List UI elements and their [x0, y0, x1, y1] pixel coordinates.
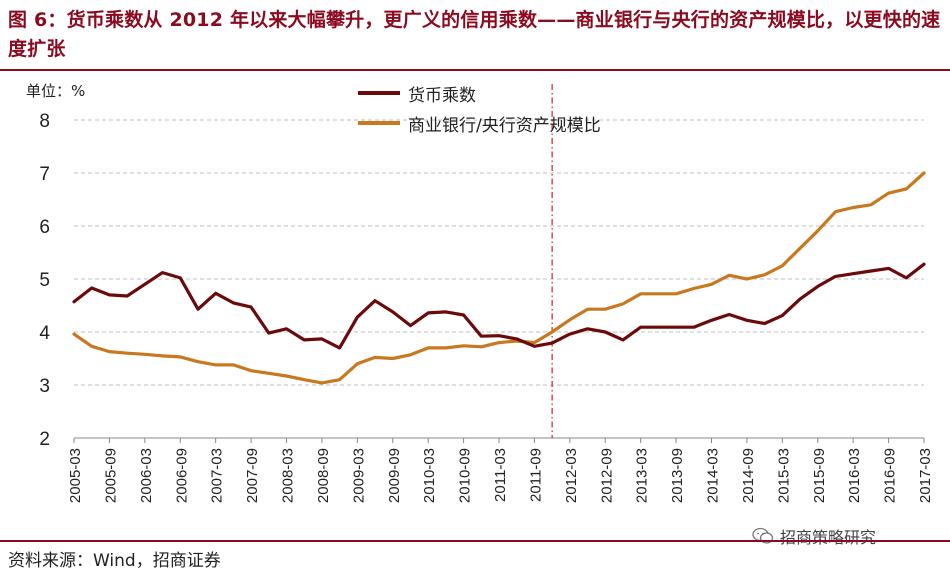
x-tick-label-2017-03: 2017-03 — [917, 448, 934, 503]
x-tick-label-2007-03: 2007-03 — [209, 448, 226, 503]
source-note: 资料来源：Wind，招商证券 — [8, 551, 221, 571]
axis-layer: 2 3 4 5 6 7 8 2005-03 2005-09 2006-03 2006-09 2007-… — [39, 111, 934, 503]
x-tick-label-2012-03: 2012-03 — [563, 448, 580, 503]
x-tick-label-2014-09: 2014-09 — [740, 448, 757, 503]
x-tick-label-2007-09: 2007-09 — [244, 448, 261, 503]
x-tick-label-2010-09: 2010-09 — [457, 448, 474, 503]
grid-layer — [74, 119, 924, 386]
legend: 货币乘数 商业银行/央行资产规模比 — [358, 78, 601, 138]
x-tick-label-2015-03: 2015-03 — [775, 448, 792, 503]
title-divider — [0, 69, 950, 71]
y-tick-label-6: 6 — [39, 217, 50, 238]
x-tick-label-2008-03: 2008-03 — [280, 448, 297, 503]
money-multiplier-line — [72, 262, 926, 350]
x-tick-label-2009-09: 2009-09 — [386, 448, 403, 503]
legend-swatch-money-multiplier — [358, 91, 400, 95]
y-tick-label-8: 8 — [39, 111, 50, 132]
legend-label-money-multiplier: 货币乘数 — [408, 85, 476, 106]
legend-item-asset-ratio: 商业银行/央行资产规模比 — [358, 108, 601, 138]
x-tick-label-2010-03: 2010-03 — [421, 448, 438, 503]
x-tick-label-2014-03: 2014-03 — [705, 448, 722, 503]
y-tick-label-3: 3 — [39, 376, 50, 397]
footer-divider — [0, 540, 950, 542]
y-tick-label-5: 5 — [39, 270, 50, 291]
legend-swatch-asset-ratio — [358, 121, 400, 125]
x-tick-label-2006-03: 2006-03 — [138, 448, 155, 503]
watermark-text: 招商策略研究 — [780, 528, 877, 547]
x-tick-label-2016-09: 2016-09 — [882, 448, 899, 503]
x-tick-label-2015-09: 2015-09 — [811, 448, 828, 503]
x-tick-label-2012-09: 2012-09 — [598, 448, 615, 503]
chart-title: 图 6：货币乘数从 2012 年以来大幅攀升，更广义的信用乘数——商业银行与央行… — [8, 9, 941, 60]
x-tick-label-2013-03: 2013-03 — [634, 448, 651, 503]
x-tick-label-2016-03: 2016-03 — [846, 448, 863, 503]
asset-ratio-line — [72, 171, 926, 385]
x-tick-label-2009-03: 2009-03 — [350, 448, 367, 503]
y-tick-label-2: 2 — [39, 429, 50, 450]
x-tick-label-2006-09: 2006-09 — [173, 448, 190, 503]
wechat-icon — [752, 527, 774, 544]
y-tick-label-7: 7 — [39, 164, 50, 185]
x-tick-label-2005-09: 2005-09 — [102, 448, 119, 503]
legend-label-asset-ratio: 商业银行/央行资产规模比 — [408, 115, 601, 136]
x-tick-label-2005-03: 2005-03 — [67, 448, 84, 503]
x-tick-label-2011-03: 2011-03 — [492, 448, 509, 502]
x-tick-label-2011-09: 2011-09 — [527, 448, 544, 502]
series-layer — [72, 84, 926, 438]
watermark: 招商策略研究 — [752, 524, 876, 548]
legend-item-money-multiplier: 货币乘数 — [358, 78, 601, 108]
y-tick-label-4: 4 — [39, 323, 50, 344]
x-tick-label-2013-09: 2013-09 — [669, 448, 686, 503]
unit-label: 单位：% — [26, 82, 86, 100]
x-tick-label-2008-09: 2008-09 — [315, 448, 332, 503]
